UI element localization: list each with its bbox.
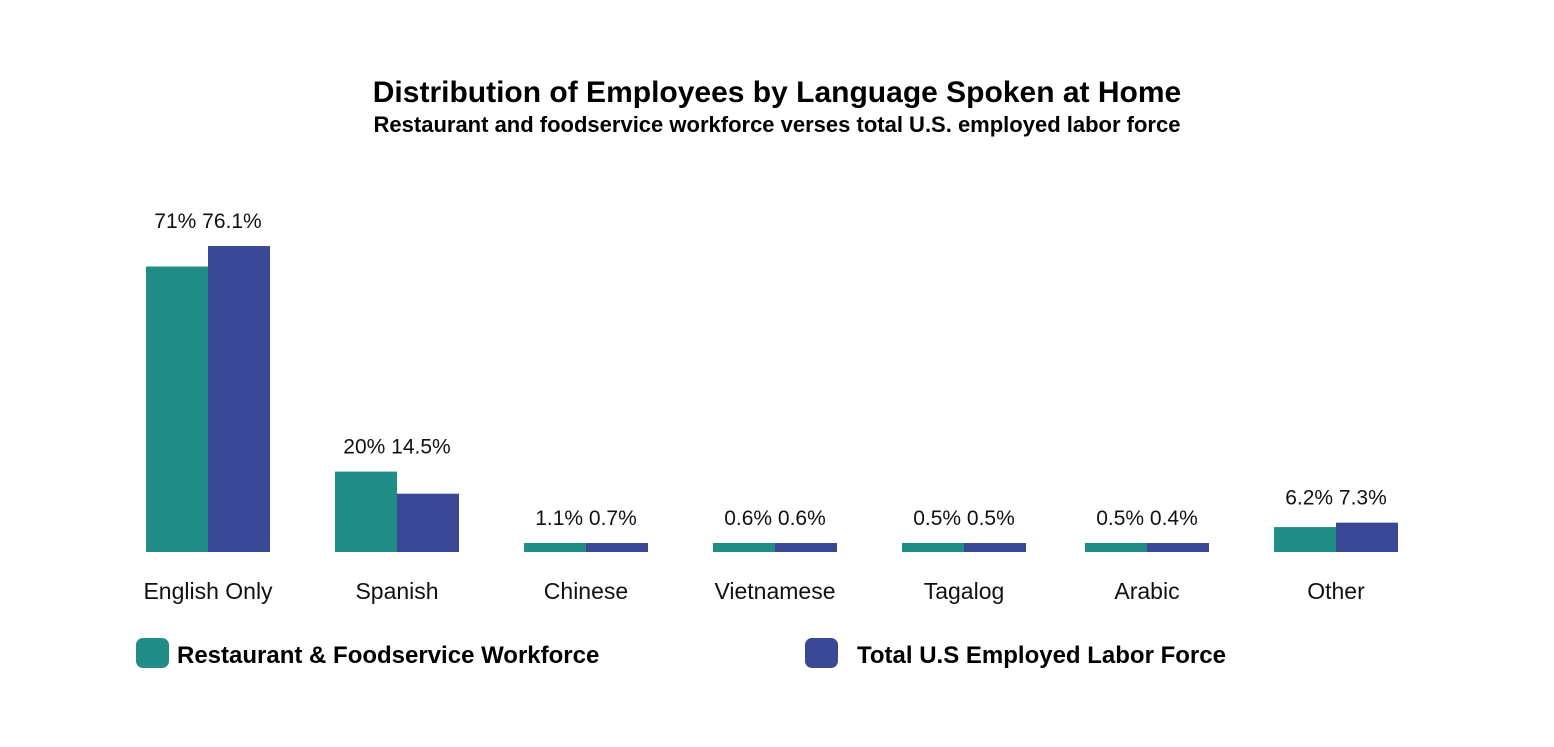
bar-restaurant-vietnamese <box>713 543 775 552</box>
data-label-vietnamese: 0.6% 0.6% <box>724 507 826 530</box>
data-label-spanish: 20% 14.5% <box>343 436 450 459</box>
bars-layer <box>146 246 1398 552</box>
data-label-restaurant: 0.5% <box>913 507 961 530</box>
data-label-total-us: 0.5% <box>961 507 1015 530</box>
legend-item-total-us: Total U.S Employed Labor Force <box>805 638 1226 669</box>
data-label-total-us: 14.5% <box>385 436 450 459</box>
bar-restaurant-spanish <box>335 471 397 552</box>
bar-total-us-arabic <box>1147 543 1209 552</box>
category-label-spanish: Spanish <box>355 578 438 604</box>
data-label-restaurant: 20% <box>343 436 385 459</box>
bar-restaurant-english-only <box>146 266 208 552</box>
data-label-restaurant: 71% <box>154 210 196 233</box>
value-labels-layer: 71% 76.1% 20% 14.5% 1.1% 0.7% 0.6% 0.6% 0.5%… <box>154 210 1387 530</box>
data-label-restaurant: 0.5% <box>1096 507 1144 530</box>
chart-title: Distribution of Employees by Language Sp… <box>373 76 1181 109</box>
data-label-restaurant: 1.1% <box>535 507 583 530</box>
category-labels-layer: English Only Spanish Chinese Vietnamese Taga… <box>143 578 1365 604</box>
legend-label: Restaurant & Foodservice Workforce <box>177 642 599 669</box>
bar-total-us-spanish <box>397 493 459 552</box>
data-label-arabic: 0.5% 0.4% <box>1096 507 1198 530</box>
data-label-total-us: 0.7% <box>583 507 637 530</box>
category-label-chinese: Chinese <box>544 578 628 604</box>
bar-total-us-tagalog <box>964 543 1026 552</box>
legend: Restaurant & Foodservice Workforce Total… <box>136 638 1226 669</box>
legend-swatch <box>136 638 169 668</box>
bar-restaurant-chinese <box>524 543 586 552</box>
bar-restaurant-tagalog <box>902 543 964 552</box>
legend-label: Total U.S Employed Labor Force <box>857 642 1226 669</box>
category-label-other: Other <box>1307 578 1365 604</box>
category-label-arabic: Arabic <box>1114 578 1179 604</box>
data-label-restaurant: 6.2% <box>1285 487 1333 510</box>
data-label-english-only: 71% 76.1% <box>154 210 261 233</box>
data-label-total-us: 0.6% <box>772 507 826 530</box>
bar-restaurant-arabic <box>1085 543 1147 552</box>
bar-restaurant-other <box>1274 527 1336 552</box>
category-label-english-only: English Only <box>143 578 273 604</box>
data-label-total-us: 0.4% <box>1144 507 1198 530</box>
data-label-chinese: 1.1% 0.7% <box>535 507 637 530</box>
category-label-vietnamese: Vietnamese <box>714 578 835 604</box>
data-label-total-us: 76.1% <box>196 210 261 233</box>
category-label-tagalog: Tagalog <box>924 578 1005 604</box>
legend-swatch <box>805 638 838 668</box>
chart-subtitle: Restaurant and foodservice workforce ver… <box>374 112 1181 137</box>
data-label-restaurant: 0.6% <box>724 507 772 530</box>
bar-total-us-other <box>1336 522 1398 552</box>
legend-item-restaurant: Restaurant & Foodservice Workforce <box>136 638 599 669</box>
bar-total-us-english-only <box>208 246 270 552</box>
data-label-tagalog: 0.5% 0.5% <box>913 507 1015 530</box>
bar-total-us-chinese <box>586 543 648 552</box>
data-label-total-us: 7.3% <box>1333 487 1387 510</box>
bar-total-us-vietnamese <box>775 543 837 552</box>
data-label-other: 6.2% 7.3% <box>1285 487 1387 510</box>
